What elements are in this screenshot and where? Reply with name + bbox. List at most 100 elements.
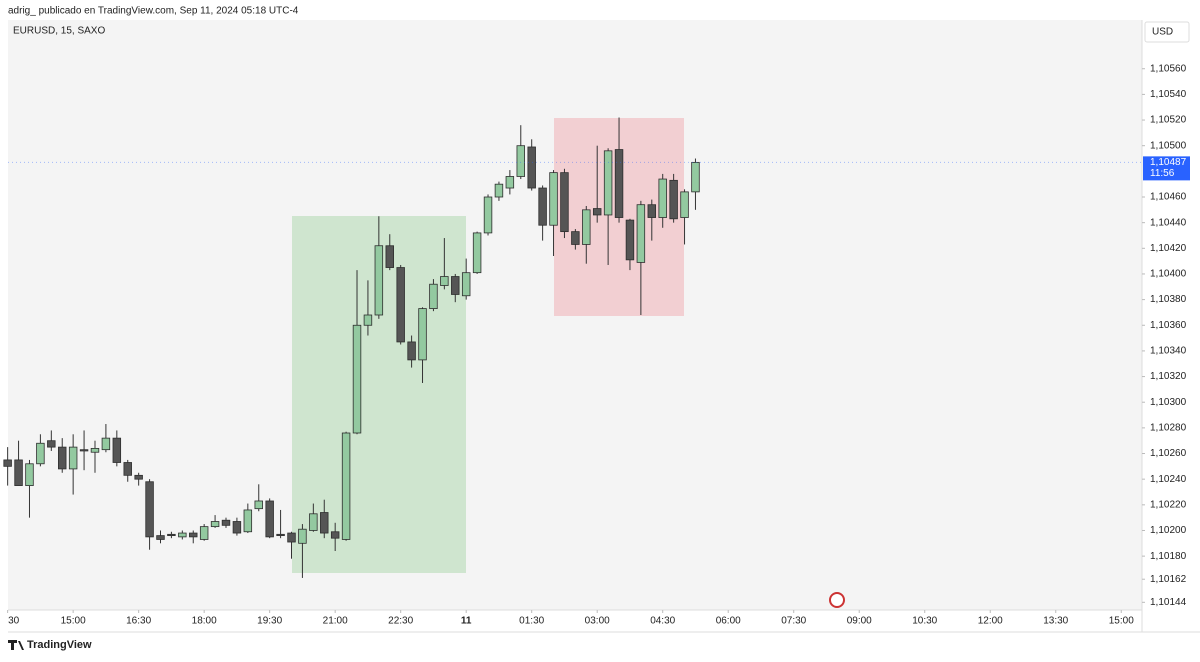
candle-body xyxy=(691,161,700,193)
candle-body xyxy=(407,341,416,361)
x-tick-label: 13:30 xyxy=(1043,616,1068,627)
candle-body xyxy=(647,204,657,218)
candle-body xyxy=(658,178,667,218)
currency[interactable]: USD xyxy=(1152,27,1173,38)
candle-body xyxy=(440,276,449,286)
y-tick-label: 1,10520 xyxy=(1150,115,1187,126)
candle-body xyxy=(385,245,394,268)
candle-body xyxy=(232,521,242,534)
candle-body xyxy=(636,204,646,263)
candle-body xyxy=(145,481,154,538)
candle-body xyxy=(538,187,547,226)
candle-body xyxy=(680,191,689,218)
chart-title: EURUSD, 15, SAXO xyxy=(13,26,105,37)
currency-box[interactable] xyxy=(1144,21,1190,43)
candle-body xyxy=(669,179,678,220)
candle-body xyxy=(505,176,515,189)
y-tick-label: 1,10380 xyxy=(1150,294,1187,305)
candle-body xyxy=(396,267,405,343)
last-price-label: 1,10487 xyxy=(1150,157,1187,168)
candle-body xyxy=(221,519,231,526)
y-tick-label: 1,10420 xyxy=(1150,243,1187,254)
candle-body xyxy=(352,324,362,434)
candle-body xyxy=(320,512,329,534)
x-tick-label: 21:00 xyxy=(323,616,348,627)
y-tick-label: 1,10460 xyxy=(1150,192,1187,203)
y-tick-label: 1,10300 xyxy=(1150,397,1187,408)
candle-body xyxy=(167,533,176,537)
candle-body xyxy=(265,500,274,538)
byline: adrig_ publicado en TradingView.com, Sep… xyxy=(8,6,299,17)
candle-body xyxy=(90,447,100,453)
x-tick-label: 15:00 xyxy=(61,616,86,627)
candle-body xyxy=(374,245,384,316)
y-tick-label: 1,10400 xyxy=(1150,269,1187,280)
y-tick-label: 1,10340 xyxy=(1150,346,1187,357)
candle-body xyxy=(123,462,132,476)
event-flag[interactable] xyxy=(829,592,845,608)
candle-body xyxy=(625,219,635,261)
candle-body xyxy=(101,437,111,451)
x-tick-label: 04:30 xyxy=(650,616,675,627)
candle-body xyxy=(614,149,624,218)
brand-logo xyxy=(8,640,24,650)
candle-body xyxy=(287,532,296,543)
y-tick-label: 1,10220 xyxy=(1150,499,1187,510)
x-tick-label: 12:00 xyxy=(978,616,1003,627)
x-tick-label: 30 xyxy=(8,616,20,627)
candle-body xyxy=(603,150,613,216)
candle-body xyxy=(472,232,482,274)
y-tick-label: 1,10320 xyxy=(1150,371,1187,382)
candle-body xyxy=(309,513,318,531)
candle-body xyxy=(483,196,493,234)
candle-body xyxy=(461,272,471,297)
candle-body xyxy=(112,437,122,463)
candle-body xyxy=(330,531,340,539)
candle-body xyxy=(79,449,89,452)
y-tick-label: 1,10360 xyxy=(1150,320,1187,331)
candle-body xyxy=(134,474,143,480)
candle-body xyxy=(68,446,78,470)
y-tick-label: 1,10280 xyxy=(1150,423,1187,434)
x-tick-label: 10:30 xyxy=(912,616,937,627)
candle-body xyxy=(494,183,504,198)
candle-body xyxy=(243,509,253,533)
x-tick-label: 01:30 xyxy=(519,616,544,627)
candle-body xyxy=(418,308,427,361)
x-tick-label: 18:00 xyxy=(192,616,217,627)
candle-body xyxy=(429,283,438,309)
candle-body xyxy=(341,432,351,540)
x-tick-label: 16:30 xyxy=(126,616,151,627)
x-tick-label: 15:00 xyxy=(1109,616,1134,627)
x-tick-label: 03:00 xyxy=(585,616,610,627)
y-tick-label: 1,10162 xyxy=(1150,574,1187,585)
y-tick-label: 1,10440 xyxy=(1150,217,1187,228)
x-tick-label: 19:30 xyxy=(257,616,282,627)
y-tick-label: 1,10260 xyxy=(1150,448,1187,459)
x-tick-label: 07:30 xyxy=(781,616,806,627)
candle-body xyxy=(516,145,525,177)
candle-body xyxy=(36,442,45,465)
candle-body xyxy=(199,526,209,540)
candle-body xyxy=(527,146,536,189)
y-tick-label: 1,10500 xyxy=(1150,140,1187,151)
y-tick-label: 1,10240 xyxy=(1150,474,1187,485)
candle-body xyxy=(47,440,56,448)
y-tick-label: 1,10540 xyxy=(1150,89,1187,100)
candle-body xyxy=(14,459,23,486)
candle-body xyxy=(363,314,373,326)
candle-body xyxy=(3,459,12,467)
countdown: 11:56 xyxy=(1150,168,1175,179)
x-tick-label: 22:30 xyxy=(388,616,413,627)
candle-body xyxy=(254,500,263,510)
candle-body xyxy=(189,532,198,538)
candle-body xyxy=(560,172,569,233)
y-tick-label: 1,10180 xyxy=(1150,551,1187,562)
candle-body xyxy=(210,521,220,528)
x-tick-label: 11 xyxy=(461,616,472,627)
candle-body xyxy=(156,535,165,540)
candle-body xyxy=(58,446,67,470)
candle-body xyxy=(582,209,591,245)
